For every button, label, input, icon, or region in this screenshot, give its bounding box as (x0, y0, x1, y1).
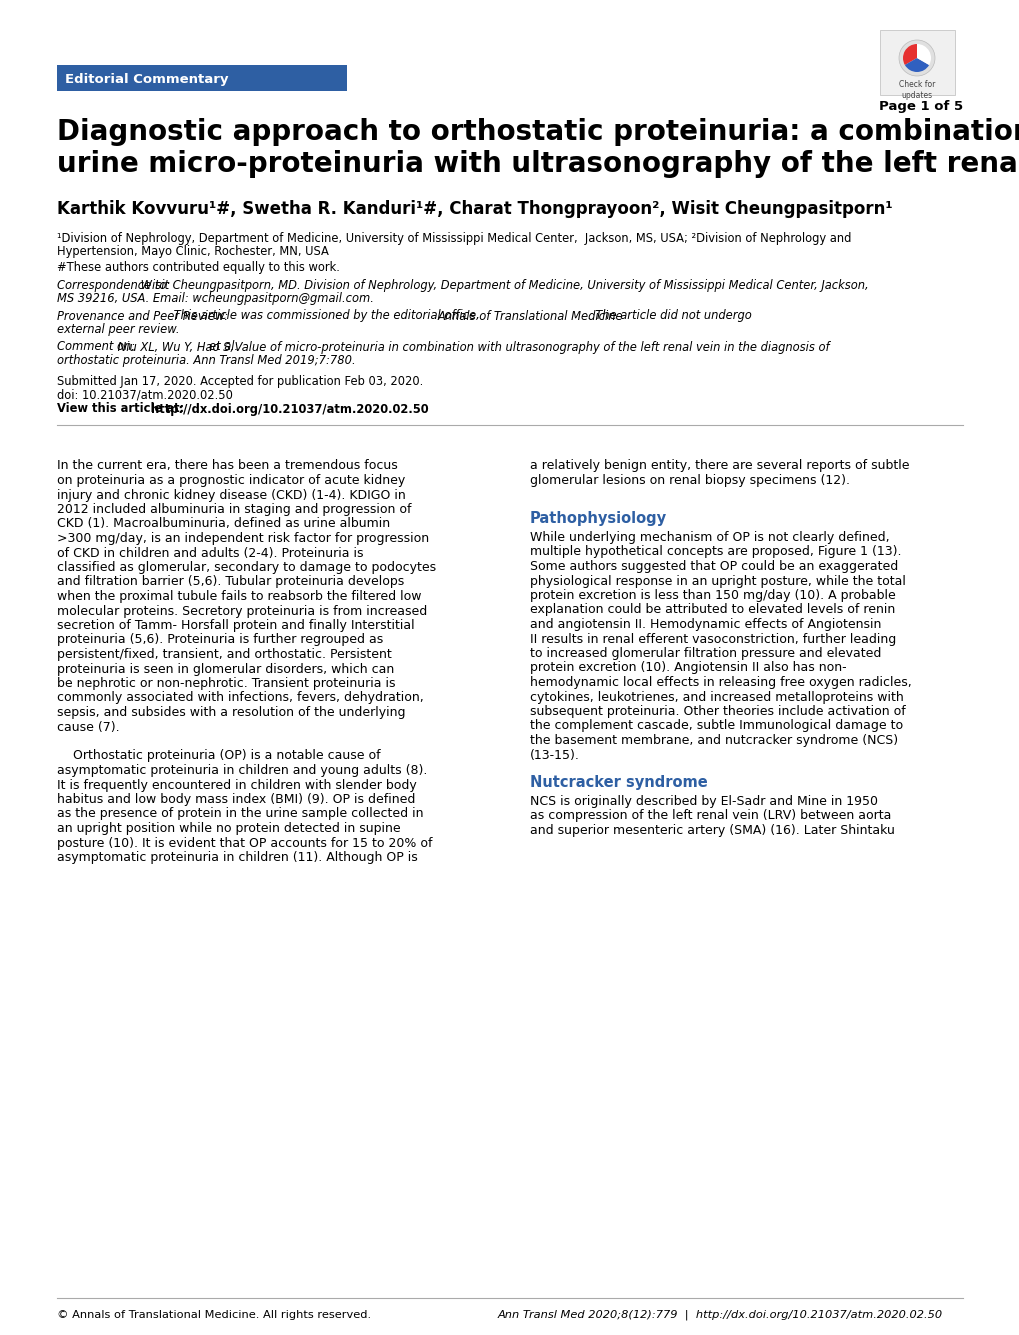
Text: Nutcracker syndrome: Nutcracker syndrome (530, 776, 707, 790)
Text: proteinuria (5,6). Proteinuria is further regrouped as: proteinuria (5,6). Proteinuria is furthe… (57, 634, 383, 646)
Text: and angiotensin II. Hemodynamic effects of Angiotensin: and angiotensin II. Hemodynamic effects … (530, 618, 880, 631)
Text: Hypertension, Mayo Clinic, Rochester, MN, USA: Hypertension, Mayo Clinic, Rochester, MN… (57, 246, 328, 259)
Text: Annals of Translational Medicine: Annals of Translational Medicine (437, 310, 623, 323)
Text: II results in renal efferent vasoconstriction, further leading: II results in renal efferent vasoconstri… (530, 633, 896, 646)
Text: #These authors contributed equally to this work.: #These authors contributed equally to th… (57, 262, 339, 274)
Text: of CKD in children and adults (2-4). Proteinuria is: of CKD in children and adults (2-4). Pro… (57, 546, 363, 559)
Text: multiple hypothetical concepts are proposed, Figure 1 (13).: multiple hypothetical concepts are propo… (530, 546, 901, 558)
Text: Karthik Kovvuru¹#, Swetha R. Kanduri¹#, Charat Thongprayoon², Wisit Cheungpasitp: Karthik Kovvuru¹#, Swetha R. Kanduri¹#, … (57, 200, 892, 218)
Text: >300 mg/day, is an independent risk factor for progression: >300 mg/day, is an independent risk fact… (57, 533, 429, 545)
Text: ¹Division of Nephrology, Department of Medicine, University of Mississippi Medic: ¹Division of Nephrology, Department of M… (57, 232, 851, 246)
Text: and filtration barrier (5,6). Tubular proteinuria develops: and filtration barrier (5,6). Tubular pr… (57, 575, 404, 589)
Text: Submitted Jan 17, 2020. Accepted for publication Feb 03, 2020.: Submitted Jan 17, 2020. Accepted for pub… (57, 375, 423, 388)
Text: doi: 10.21037/atm.2020.02.50: doi: 10.21037/atm.2020.02.50 (57, 388, 232, 402)
Text: an upright position while no protein detected in supine: an upright position while no protein det… (57, 822, 400, 834)
Text: . The article did not undergo: . The article did not undergo (587, 310, 751, 323)
Text: Value of micro-proteinuria in combination with ultrasonography of the left renal: Value of micro-proteinuria in combinatio… (230, 340, 828, 354)
Text: Provenance and Peer Review:: Provenance and Peer Review: (57, 310, 228, 323)
Text: when the proximal tubule fails to reabsorb the filtered low: when the proximal tubule fails to reabso… (57, 590, 421, 603)
Text: habitus and low body mass index (BMI) (9). OP is defined: habitus and low body mass index (BMI) (9… (57, 793, 415, 806)
Text: injury and chronic kidney disease (CKD) (1-4). KDIGO in: injury and chronic kidney disease (CKD) … (57, 489, 406, 502)
Text: CKD (1). Macroalbuminuria, defined as urine albumin: CKD (1). Macroalbuminuria, defined as ur… (57, 518, 389, 530)
Text: be nephrotic or non-nephrotic. Transient proteinuria is: be nephrotic or non-nephrotic. Transient… (57, 677, 395, 690)
Text: subsequent proteinuria. Other theories include activation of: subsequent proteinuria. Other theories i… (530, 705, 905, 718)
Text: sepsis, and subsides with a resolution of the underlying: sepsis, and subsides with a resolution o… (57, 706, 406, 720)
Text: persistent/fixed, transient, and orthostatic. Persistent: persistent/fixed, transient, and orthost… (57, 647, 391, 661)
Text: hemodynamic local effects in releasing free oxygen radicles,: hemodynamic local effects in releasing f… (530, 676, 911, 689)
Text: cytokines, leukotrienes, and increased metalloproteins with: cytokines, leukotrienes, and increased m… (530, 690, 903, 704)
Text: molecular proteins. Secretory proteinuria is from increased: molecular proteins. Secretory proteinuri… (57, 605, 427, 618)
Text: asymptomatic proteinuria in children and young adults (8).: asymptomatic proteinuria in children and… (57, 764, 427, 777)
Text: Correspondence to:: Correspondence to: (57, 279, 170, 291)
Text: as the presence of protein in the urine sample collected in: as the presence of protein in the urine … (57, 808, 423, 821)
Text: protein excretion is less than 150 mg/day (10). A probable: protein excretion is less than 150 mg/da… (530, 589, 895, 602)
Text: et al.: et al. (209, 340, 237, 354)
Text: This article was commissioned by the editorial office,: This article was commissioned by the edi… (170, 310, 483, 323)
Text: external peer review.: external peer review. (57, 323, 179, 336)
Text: 2012 included albuminuria in staging and progression of: 2012 included albuminuria in staging and… (57, 503, 411, 517)
Text: explanation could be attributed to elevated levels of renin: explanation could be attributed to eleva… (530, 603, 895, 617)
Text: Comment on:: Comment on: (57, 340, 135, 354)
Wedge shape (916, 44, 930, 65)
Text: Ann Transl Med 2020;8(12):779  |  http://dx.doi.org/10.21037/atm.2020.02.50: Ann Transl Med 2020;8(12):779 | http://d… (497, 1310, 942, 1320)
Text: and superior mesenteric artery (SMA) (16). Later Shintaku: and superior mesenteric artery (SMA) (16… (530, 824, 894, 837)
Text: cause (7).: cause (7). (57, 721, 119, 733)
Text: Wisit Cheungpasitporn, MD. Division of Nephrology, Department of Medicine, Unive: Wisit Cheungpasitporn, MD. Division of N… (137, 279, 868, 291)
Text: urine micro-proteinuria with ultrasonography of the left renal vein: urine micro-proteinuria with ultrasonogr… (57, 150, 1019, 178)
Text: Niu XL, Wu Y, Hao S,: Niu XL, Wu Y, Hao S, (114, 340, 237, 354)
Text: NCS is originally described by El-Sadr and Mine in 1950: NCS is originally described by El-Sadr a… (530, 796, 877, 808)
Text: the basement membrane, and nutcracker syndrome (NCS): the basement membrane, and nutcracker sy… (530, 734, 898, 748)
Text: glomerular lesions on renal biopsy specimens (12).: glomerular lesions on renal biopsy speci… (530, 474, 849, 487)
Text: secretion of Tamm- Horsfall protein and finally Interstitial: secretion of Tamm- Horsfall protein and … (57, 619, 414, 631)
Text: MS 39216, USA. Email: wcheungpasitporn@gmail.com.: MS 39216, USA. Email: wcheungpasitporn@g… (57, 292, 374, 304)
Wedge shape (904, 57, 928, 72)
FancyBboxPatch shape (879, 29, 954, 95)
Text: classified as glomerular, secondary to damage to podocytes: classified as glomerular, secondary to d… (57, 561, 436, 574)
Text: View this article at:: View this article at: (57, 402, 184, 415)
Text: as compression of the left renal vein (LRV) between aorta: as compression of the left renal vein (L… (530, 809, 891, 822)
Text: Editorial Commentary: Editorial Commentary (65, 72, 228, 85)
Text: asymptomatic proteinuria in children (11). Although OP is: asymptomatic proteinuria in children (11… (57, 850, 418, 864)
Text: proteinuria is seen in glomerular disorders, which can: proteinuria is seen in glomerular disord… (57, 662, 394, 676)
Wedge shape (902, 44, 916, 65)
Text: posture (10). It is evident that OP accounts for 15 to 20% of: posture (10). It is evident that OP acco… (57, 837, 432, 849)
Text: protein excretion (10). Angiotensin II also has non-: protein excretion (10). Angiotensin II a… (530, 662, 846, 674)
Text: Page 1 of 5: Page 1 of 5 (878, 100, 962, 113)
Text: the complement cascade, subtle Immunological damage to: the complement cascade, subtle Immunolog… (530, 720, 902, 733)
Text: on proteinuria as a prognostic indicator of acute kidney: on proteinuria as a prognostic indicator… (57, 474, 405, 487)
Text: commonly associated with infections, fevers, dehydration,: commonly associated with infections, fev… (57, 692, 423, 705)
Text: http://dx.doi.org/10.21037/atm.2020.02.50: http://dx.doi.org/10.21037/atm.2020.02.5… (147, 402, 428, 415)
Text: physiological response in an upright posture, while the total: physiological response in an upright pos… (530, 574, 905, 587)
Text: © Annals of Translational Medicine. All rights reserved.: © Annals of Translational Medicine. All … (57, 1310, 371, 1320)
Text: to increased glomerular filtration pressure and elevated: to increased glomerular filtration press… (530, 647, 880, 659)
Text: In the current era, there has been a tremendous focus: In the current era, there has been a tre… (57, 459, 397, 473)
FancyBboxPatch shape (57, 65, 346, 91)
Text: While underlying mechanism of OP is not clearly defined,: While underlying mechanism of OP is not … (530, 531, 889, 543)
Text: Some authors suggested that OP could be an exaggerated: Some authors suggested that OP could be … (530, 559, 898, 573)
Circle shape (898, 40, 934, 76)
Text: (13-15).: (13-15). (530, 749, 580, 761)
Text: Orthostatic proteinuria (OP) is a notable cause of: Orthostatic proteinuria (OP) is a notabl… (57, 749, 380, 762)
Text: orthostatic proteinuria. Ann Transl Med 2019;7:780.: orthostatic proteinuria. Ann Transl Med … (57, 354, 356, 367)
Text: Check for
updates: Check for updates (898, 80, 934, 100)
Text: It is frequently encountered in children with slender body: It is frequently encountered in children… (57, 778, 417, 792)
Text: Diagnostic approach to orthostatic proteinuria: a combination of: Diagnostic approach to orthostatic prote… (57, 117, 1019, 146)
Text: a relatively benign entity, there are several reports of subtle: a relatively benign entity, there are se… (530, 459, 909, 473)
Text: Pathophysiology: Pathophysiology (530, 511, 666, 526)
